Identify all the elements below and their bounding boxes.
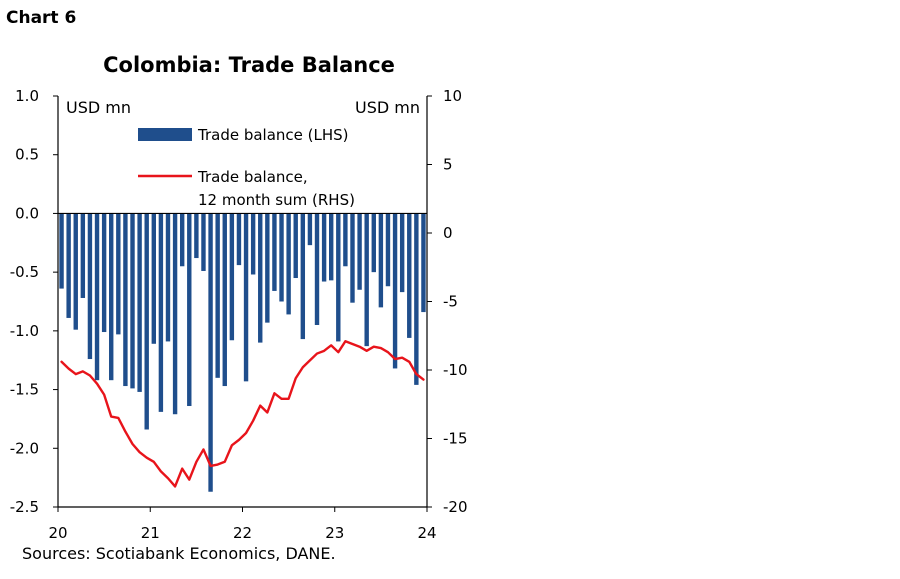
left-axis-unit: USD mn <box>66 98 131 117</box>
bar <box>236 213 242 266</box>
left-tick-label: 0.5 <box>15 146 39 164</box>
bar <box>243 213 249 382</box>
bar <box>94 213 100 381</box>
bar <box>414 213 419 385</box>
x-tick-label: 22 <box>233 524 252 542</box>
bar <box>336 213 341 342</box>
bar <box>194 213 199 259</box>
legend-bar-swatch <box>138 128 192 141</box>
bar <box>258 213 263 343</box>
right-tick-label: 5 <box>443 156 453 174</box>
bar <box>357 213 362 290</box>
right-tick-label: -15 <box>443 430 468 448</box>
bar <box>208 213 213 492</box>
legend: Trade balance (LHS) Trade balance, 12 mo… <box>138 126 355 209</box>
bar <box>307 213 313 246</box>
left-tick-label: -0.5 <box>10 263 39 281</box>
bar <box>286 213 291 315</box>
bar <box>378 213 384 308</box>
bar <box>179 213 185 267</box>
bar <box>399 213 405 293</box>
left-tick-label: -1.0 <box>10 322 39 340</box>
bar <box>300 213 306 340</box>
bar <box>215 213 220 378</box>
x-tick-label: 23 <box>325 524 344 542</box>
right-tick-label: 10 <box>443 87 462 105</box>
left-tick-label: 0.0 <box>15 204 39 222</box>
bars-layer <box>59 213 426 492</box>
bar <box>364 213 369 347</box>
bar <box>279 213 284 302</box>
left-tick-label: 1.0 <box>15 87 39 105</box>
bar <box>222 213 227 387</box>
chart-title: Colombia: Trade Balance <box>103 53 395 77</box>
right-tick-label: -10 <box>443 361 468 379</box>
bar <box>130 213 135 389</box>
bar <box>343 213 348 267</box>
right-axis-unit: USD mn <box>355 98 420 117</box>
bar <box>172 213 178 415</box>
right-tick-label: -5 <box>443 293 458 311</box>
bar <box>116 213 121 335</box>
line-layer <box>60 340 425 488</box>
bar <box>144 213 149 430</box>
legend-line-label-1: Trade balance, <box>197 168 308 186</box>
axis-layer: 1.0 0.5 0.0 -0.5 -1.0 -1.5 -2.0 -2.5 10 5 0 -5 -10 -1… <box>10 87 468 542</box>
x-tick-label: 24 <box>417 524 436 542</box>
bar <box>123 213 128 387</box>
bar <box>392 213 398 369</box>
left-tick-label: -1.5 <box>10 381 39 399</box>
bar <box>73 213 78 330</box>
bar <box>66 213 71 318</box>
bar <box>101 213 107 333</box>
bar <box>250 213 256 275</box>
chart-source: Sources: Scotiabank Economics, DANE. <box>22 544 336 563</box>
bar <box>137 213 142 392</box>
bar <box>201 213 206 271</box>
bar <box>350 213 355 303</box>
bar <box>109 213 114 381</box>
right-tick-label: -20 <box>443 498 468 516</box>
bar <box>314 213 320 325</box>
bar <box>80 213 86 298</box>
bar <box>293 213 298 279</box>
x-tick-label: 20 <box>48 524 67 542</box>
x-tick-label: 21 <box>141 524 160 542</box>
bar <box>229 213 235 341</box>
bar <box>59 213 64 289</box>
chart-number-label: Chart 6 <box>6 8 77 28</box>
bar <box>158 213 164 412</box>
bar <box>421 213 426 313</box>
bar <box>187 213 192 407</box>
legend-bar-label: Trade balance (LHS) <box>197 126 349 144</box>
trade-balance-12m-sum-line <box>60 340 425 488</box>
bar <box>385 213 391 287</box>
bar <box>321 213 327 282</box>
bar <box>151 213 156 344</box>
bar <box>371 213 376 273</box>
bar <box>165 213 171 342</box>
left-tick-label: -2.5 <box>10 498 39 516</box>
left-tick-label: -2.0 <box>10 439 39 457</box>
legend-line-label-2: 12 month sum (RHS) <box>198 191 355 209</box>
bar <box>329 213 334 281</box>
bar <box>87 213 93 360</box>
bar <box>272 213 277 291</box>
right-tick-label: 0 <box>443 224 453 242</box>
bar <box>265 213 270 323</box>
bar <box>407 213 412 338</box>
